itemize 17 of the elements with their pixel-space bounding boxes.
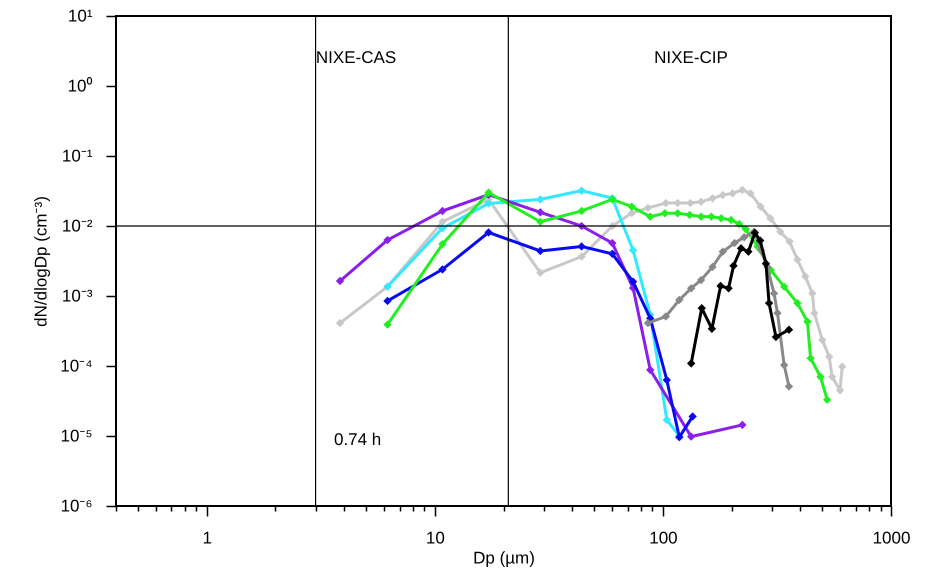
x-tick-label: 100 (649, 528, 678, 548)
y-tick-label: 10¹ (68, 6, 93, 26)
y-tick-label: 10⁰ (68, 76, 92, 96)
annotation: NIXE-CIP (654, 48, 728, 67)
x-tick-label: 1000 (872, 528, 910, 548)
y-tick-label: 10⁻⁴ (60, 356, 92, 376)
y-tick-label: 10⁻⁶ (60, 496, 92, 516)
annotation: 0.74 h (334, 430, 382, 449)
y-tick-label: 10⁻³ (62, 286, 93, 306)
x-axis-title: Dp (µm) (473, 548, 535, 568)
y-tick-label: 10⁻² (62, 216, 93, 236)
y-axis-title: dN/dlogDp (cm⁻³) (31, 196, 50, 327)
y-tick-label: 10⁻⁵ (60, 426, 92, 446)
y-tick-label: 10⁻¹ (62, 146, 93, 166)
x-tick-label: 10 (426, 528, 445, 548)
x-tick-label: 1 (202, 528, 212, 548)
annotation: NIXE-CAS (316, 48, 396, 67)
